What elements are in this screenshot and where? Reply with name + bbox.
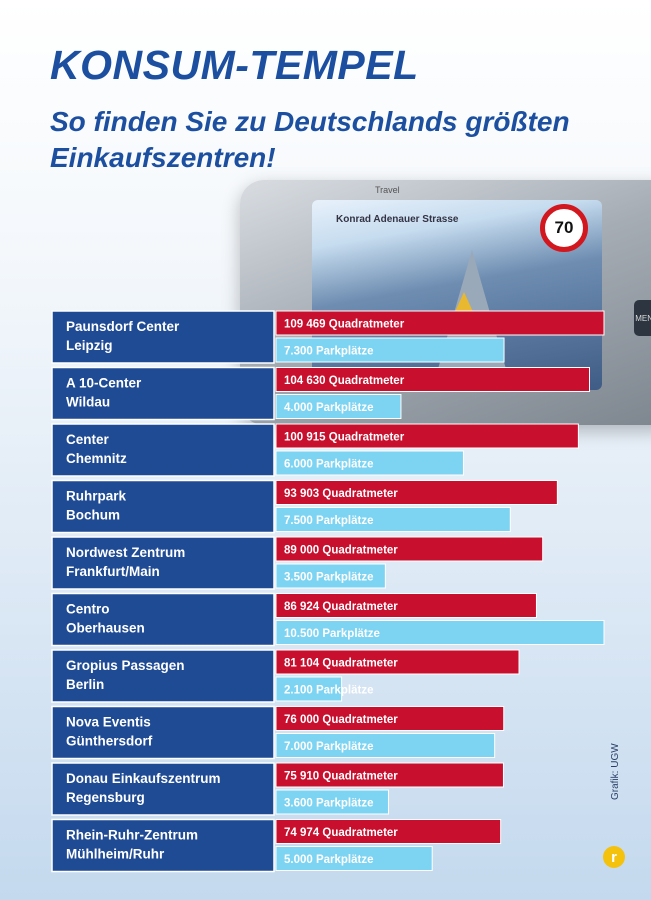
area-bar <box>275 536 544 562</box>
area-bar <box>275 706 505 731</box>
center-name: Nova Eventis <box>66 715 151 730</box>
center-city: Oberhausen <box>66 621 145 636</box>
center-city: Berlin <box>66 677 104 692</box>
center-label-box <box>51 310 275 364</box>
center-city: Frankfurt/Main <box>66 564 160 579</box>
device-street-name: Konrad Adenauer Strasse <box>336 214 459 225</box>
parking-bar <box>275 733 496 758</box>
center-name: Donau Einkaufszentrum <box>66 771 221 786</box>
center-name: Centro <box>66 602 110 617</box>
area-bar-label: 74 974 Quadratmeter <box>284 827 398 839</box>
graphic-credit: Grafik: UGW <box>610 743 621 800</box>
area-bar <box>275 593 537 618</box>
area-bar-label: 75 910 Quadratmeter <box>284 771 398 783</box>
center-name: Ruhrpark <box>66 489 127 504</box>
parking-bar <box>275 676 343 702</box>
parking-bar-label: 3.600 Parkplätze <box>284 798 374 810</box>
center-label-box <box>51 536 275 590</box>
center-name: Nordwest Zentrum <box>66 545 185 560</box>
parking-bar <box>275 563 386 589</box>
center-name: Paunsdorf Center <box>66 319 180 334</box>
device-brand: Travel <box>375 185 400 195</box>
parking-bar-label: 10.500 Parkplätze <box>284 628 380 640</box>
parking-bar <box>275 394 402 419</box>
parking-bar-label: 7.500 Parkplätze <box>284 515 374 527</box>
area-bar-label: 109 469 Quadratmeter <box>284 319 405 331</box>
parking-bar-label: 6.000 Parkplätze <box>284 459 374 471</box>
center-label-box <box>51 592 275 647</box>
area-bar-label: 76 000 Quadratmeter <box>284 714 398 726</box>
area-bar-label: 86 924 Quadratmeter <box>284 601 398 613</box>
area-bar <box>275 367 591 392</box>
device-menu-button: MENU <box>634 300 651 336</box>
parking-bar <box>275 846 433 871</box>
center-city: Mühlheim/Ruhr <box>66 847 165 862</box>
center-label-box <box>51 649 275 703</box>
center-label-box <box>51 479 275 534</box>
center-city: Wildau <box>66 395 110 410</box>
page-title: KONSUM-TEMPEL <box>50 42 419 88</box>
parking-bar-label: 5.000 Parkplätze <box>284 854 374 866</box>
center-label-box <box>51 366 275 421</box>
area-bar <box>275 762 504 788</box>
parking-bar-label: 3.500 Parkplätze <box>284 572 374 584</box>
center-label-box <box>51 423 275 477</box>
parking-bar-label: 7.300 Parkplätze <box>284 346 374 358</box>
area-bar-label: 81 104 Quadratmeter <box>284 658 398 670</box>
area-bar <box>275 819 502 844</box>
parking-bar-label: 4.000 Parkplätze <box>284 402 374 414</box>
center-name: Gropius Passagen <box>66 658 185 673</box>
parking-bar <box>275 450 464 476</box>
center-label-box <box>51 705 275 760</box>
parking-bar <box>275 337 505 363</box>
parking-bar <box>275 620 605 645</box>
area-bar-label: 89 000 Quadratmeter <box>284 545 398 557</box>
center-label-box <box>51 818 275 873</box>
center-city: Günthersdorf <box>66 734 153 749</box>
center-name: Center <box>66 432 110 447</box>
area-bar-label: 93 903 Quadratmeter <box>284 488 398 500</box>
area-bar-label: 104 630 Quadratmeter <box>284 375 405 387</box>
speed-limit-sign: 70 <box>540 204 588 252</box>
center-city: Bochum <box>66 508 120 523</box>
center-city: Regensburg <box>66 790 145 805</box>
parking-bar <box>275 507 511 532</box>
parking-bar <box>275 789 389 815</box>
page-subtitle: So finden Sie zu Deutschlands größten Ei… <box>50 106 570 173</box>
area-bar <box>275 423 579 449</box>
parking-bar-label: 2.100 Parkplätze <box>284 685 374 697</box>
area-bar-label: 100 915 Quadratmeter <box>284 432 405 444</box>
area-bar <box>275 480 558 505</box>
parking-bar-label: 7.000 Parkplätze <box>284 741 374 753</box>
publisher-logo-icon: r <box>603 846 625 868</box>
center-city: Chemnitz <box>66 451 127 466</box>
navigation-arrow-icon <box>454 292 474 314</box>
center-name: Rhein-Ruhr-Zentrum <box>66 828 198 843</box>
center-city: Leipzig <box>66 338 113 353</box>
center-label-box <box>51 762 275 816</box>
center-name: A 10-Center <box>66 376 142 391</box>
area-bar <box>275 649 520 675</box>
area-bar <box>275 310 605 336</box>
